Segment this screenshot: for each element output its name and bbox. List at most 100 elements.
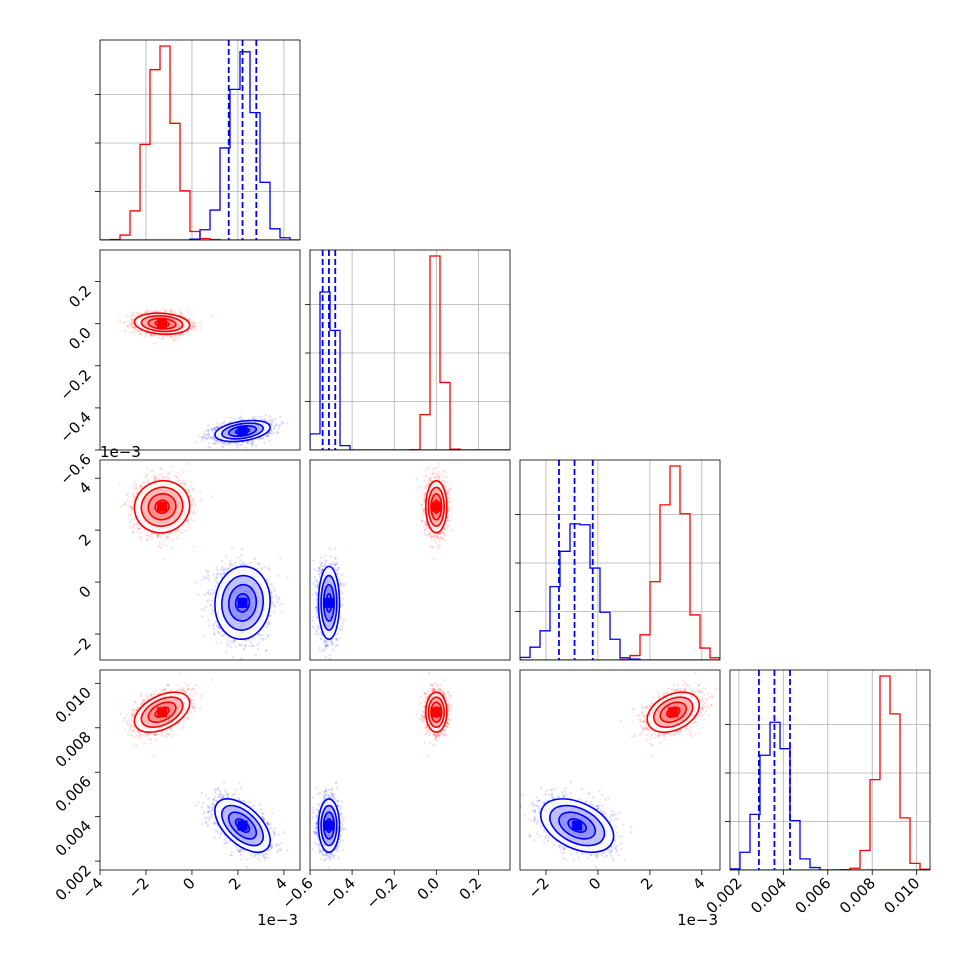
scatter-point [237,417,240,420]
scatter-point [215,426,218,429]
scatter-point [188,462,191,466]
scatter-point [156,535,160,538]
scatter-point [130,506,134,509]
scatter-point [265,434,268,438]
scatter-point [150,531,153,535]
scatter-point [251,439,255,442]
scatter-point [214,621,217,624]
scatter-point [165,535,168,538]
scatter-point [206,592,210,595]
scatter-point [239,414,242,418]
scatter-point [126,492,130,495]
scatter-point [267,566,270,570]
scatter-point [190,313,194,317]
scatter-point [186,317,190,321]
scatter-point [239,418,242,421]
scatter-point [125,493,129,497]
scatter-point [139,332,142,336]
scatter-point [251,440,254,444]
scatter-point [145,308,148,312]
scatter-point [210,495,214,498]
scatter-point [140,484,143,487]
scatter-point [153,475,156,478]
scatter-point [207,428,210,431]
scatter-point [212,627,216,631]
scatter-point [129,505,133,509]
scatter-point [252,637,255,640]
scatter-point [140,485,143,488]
histogram-step-series-2 [520,523,720,660]
scatter-point [159,535,163,539]
scatter-point [239,443,243,447]
scatter-point [282,421,285,425]
scatter-point [130,317,133,320]
scatter-point [192,510,195,513]
scatter-point [208,446,211,449]
scatter-point [122,503,126,507]
scatter-point [140,536,143,539]
scatter-point [122,321,126,325]
scatter-point [270,422,274,426]
scatter-point [168,531,171,535]
scatter-point [183,483,186,486]
scatter-point [138,527,141,530]
scatter-point [171,465,174,469]
scatter-point [268,419,272,422]
scatter-point [286,422,289,425]
scatter-point [136,330,140,333]
scatter-point [169,335,172,339]
scatter-point [275,423,278,427]
scatter-point [189,326,193,329]
scatter-point [133,328,136,331]
scatter-point [204,605,208,609]
scatter-point [136,524,139,527]
scatter-point [235,443,238,447]
scatter-point [128,505,132,509]
scatter-point [223,443,226,446]
scatter-point [158,541,161,544]
scatter-point [189,500,193,503]
scatter-point [148,309,151,312]
scatter-point [191,322,195,326]
scatter-point [221,446,225,449]
scatter-point [156,475,159,479]
scatter-point [179,481,183,484]
scatter-point [251,417,255,420]
scatter-point [202,436,205,439]
scatter-point [239,563,242,566]
scatter-point [162,538,165,541]
scatter-point [186,519,189,522]
scatter-point [209,435,213,439]
scatter-point [206,428,210,432]
scatter-point [207,588,211,592]
scatter-point [145,473,149,476]
scatter-point [213,438,216,441]
scatter-point [273,424,276,428]
scatter-point [161,335,165,338]
scatter-point [126,324,130,328]
scatter-point [210,437,214,440]
scatter-point [151,334,154,338]
scatter-point [277,598,280,602]
scatter-point [173,334,177,338]
scatter-point [166,537,169,541]
scatter-point [129,514,133,517]
scatter-point [154,309,158,313]
scatter-point [207,442,211,445]
scatter-point [199,490,202,494]
scatter-point [153,477,157,481]
scatter-point [123,503,127,507]
scatter-point [180,313,183,316]
scatter-point [209,428,213,431]
scatter-point [151,333,154,336]
scatter-point [180,333,184,336]
scatter-point [229,640,233,643]
scatter-point [193,511,197,515]
scatter-point [170,308,173,311]
scatter-point [276,431,280,435]
scatter-point [207,433,211,436]
scatter-point [207,579,211,582]
scatter-point [193,321,197,325]
scatter-point [212,435,215,438]
scatter-point [169,531,173,535]
